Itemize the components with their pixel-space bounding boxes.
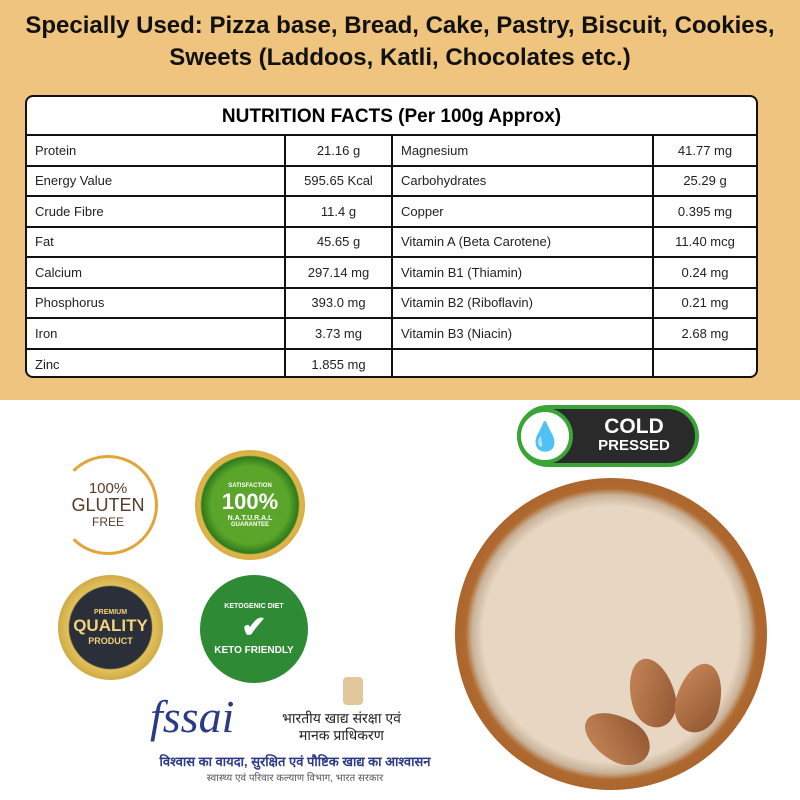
premium-quality-badge: PREMIUM QUALITY PRODUCT	[58, 575, 163, 680]
badge-text: QUALITY	[73, 616, 148, 635]
nutrient-name: Vitamin B3 (Niacin)	[393, 319, 654, 348]
cold-pressed-badge: 💧 COLD PRESSED	[517, 405, 699, 467]
nutrient-name: Energy Value	[27, 166, 286, 195]
nutrient-name: Phosphorus	[27, 288, 286, 317]
nutrition-row: Zinc 1.855 mg	[27, 349, 756, 377]
badge-text: FREE	[91, 514, 124, 529]
fssai-hindi-line: मानक प्राधिकरण	[299, 727, 384, 743]
nutrient-value: 595.65 Kcal	[286, 166, 393, 195]
nutrient-value: 0.21 mg	[681, 295, 729, 311]
badge-text: N.A.T.U.R.A.L	[227, 514, 273, 522]
nutrition-row: Phosphorus 393.0 mg Vitamin B2 (Riboflavin…	[27, 288, 756, 319]
nutrient-name: Crude Fibre	[27, 197, 286, 226]
nutrition-row: Iron 3.73 mg Vitamin B3 (Niacin) 2.68 mg	[27, 319, 756, 350]
nutrition-title: NUTRITION FACTS (Per 100g Approx)	[27, 97, 756, 136]
badge-text: PRESSED	[598, 437, 670, 454]
badge-text: KETO FRIENDLY	[214, 644, 294, 656]
nutrient-value: 21.16 g	[286, 136, 393, 165]
nutrient-value: 11.4 g	[286, 197, 393, 226]
natural-badge: SATISFACTION 100% N.A.T.U.R.A.L GUARANTE…	[195, 450, 305, 560]
nutrient-value: 0.24 mg	[681, 264, 729, 280]
fssai-logo: fssai	[150, 691, 235, 742]
nutrient-value: 0.395 mg	[677, 203, 733, 219]
nutrient-value	[654, 350, 756, 377]
badge-text: PREMIUM	[93, 609, 128, 616]
oil-drop-icon: 💧	[517, 408, 573, 464]
fssai-subline: स्वास्थ्य एवं परिवार कल्याण विभाग, भारत …	[206, 773, 384, 784]
nutrition-table: NUTRITION FACTS (Per 100g Approx) Protei…	[25, 95, 758, 378]
nutrition-row: Calcium 297.14 mg Vitamin B1 (Thiamin) 0.24…	[27, 258, 756, 289]
badge-text: GLUTEN	[71, 494, 145, 515]
nutrient-name: Iron	[27, 319, 286, 348]
nutrition-row: Crude Fibre 11.4 g Copper 0.395 mg	[27, 197, 756, 228]
almond-flour-bowl-image	[455, 478, 767, 790]
badge-text: 100%	[88, 479, 128, 497]
almond-image	[668, 658, 730, 738]
nutrient-name: Vitamin B1 (Thiamin)	[393, 258, 654, 287]
nutrient-name	[393, 349, 654, 376]
nutrient-value: 11.40 mcg	[675, 234, 735, 250]
nutrient-name: Vitamin A (Beta Carotene)	[393, 227, 654, 256]
usage-headline: Specially Used: Pizza base, Bread, Cake,…	[25, 12, 775, 71]
badge-text: GUARANTEE	[230, 521, 269, 528]
nutrient-name: Fat	[27, 227, 286, 256]
badge-text: KETOGENIC DIET	[224, 602, 284, 610]
badge-text: COLD	[604, 415, 664, 438]
nutrient-value: 3.73 mg	[286, 319, 393, 348]
nutrient-value: 45.65 g	[286, 227, 393, 256]
nutrient-name: Zinc	[27, 349, 286, 376]
nutrient-value: 41.77 mg	[677, 142, 733, 158]
nutrient-value: 393.0 mg	[286, 288, 393, 317]
nutrient-name: Carbohydrates	[393, 166, 654, 195]
nutrient-name: Protein	[27, 136, 286, 165]
nutrient-value: 2.68 mg	[681, 325, 729, 341]
nutrient-name: Vitamin B2 (Riboflavin)	[393, 288, 654, 317]
nutrient-name: Copper	[393, 197, 654, 226]
fssai-hindi-name: भारतीय खाद्य संरक्षा एवं मानक प्राधिकरण	[282, 710, 401, 744]
nutrient-name: Magnesium	[393, 136, 654, 165]
badge-text: SATISFACTION	[228, 482, 272, 489]
national-emblem-icon	[343, 677, 363, 705]
nutrient-value: 1.855 mg	[286, 349, 393, 376]
fssai-hindi-line: भारतीय खाद्य संरक्षा एवं	[282, 710, 401, 726]
nutrition-row: Protein 21.16 g Magnesium 41.77 mg	[27, 136, 756, 167]
nutrition-row: Energy Value 595.65 Kcal Carbohydrates 25.2…	[27, 166, 756, 197]
nutrient-value: 25.29 g	[683, 173, 727, 189]
badge-text: 100%	[221, 488, 279, 514]
nutrition-row: Fat 45.65 g Vitamin A (Beta Carotene) 11.40…	[27, 227, 756, 258]
nutrient-name: Calcium	[27, 258, 286, 287]
check-icon: ✔	[241, 610, 267, 644]
keto-friendly-badge: KETOGENIC DIET ✔ KETO FRIENDLY	[200, 575, 308, 683]
top-band: Specially Used: Pizza base, Bread, Cake,…	[0, 0, 800, 400]
fssai-tagline: विश्वास का वायदा, सुरक्षित एवं पौष्टिक ख…	[159, 754, 431, 769]
badge-text: PRODUCT	[88, 636, 133, 646]
gluten-free-badge: 100% GLUTEN FREE	[58, 455, 158, 555]
nutrient-value: 297.14 mg	[286, 258, 393, 287]
